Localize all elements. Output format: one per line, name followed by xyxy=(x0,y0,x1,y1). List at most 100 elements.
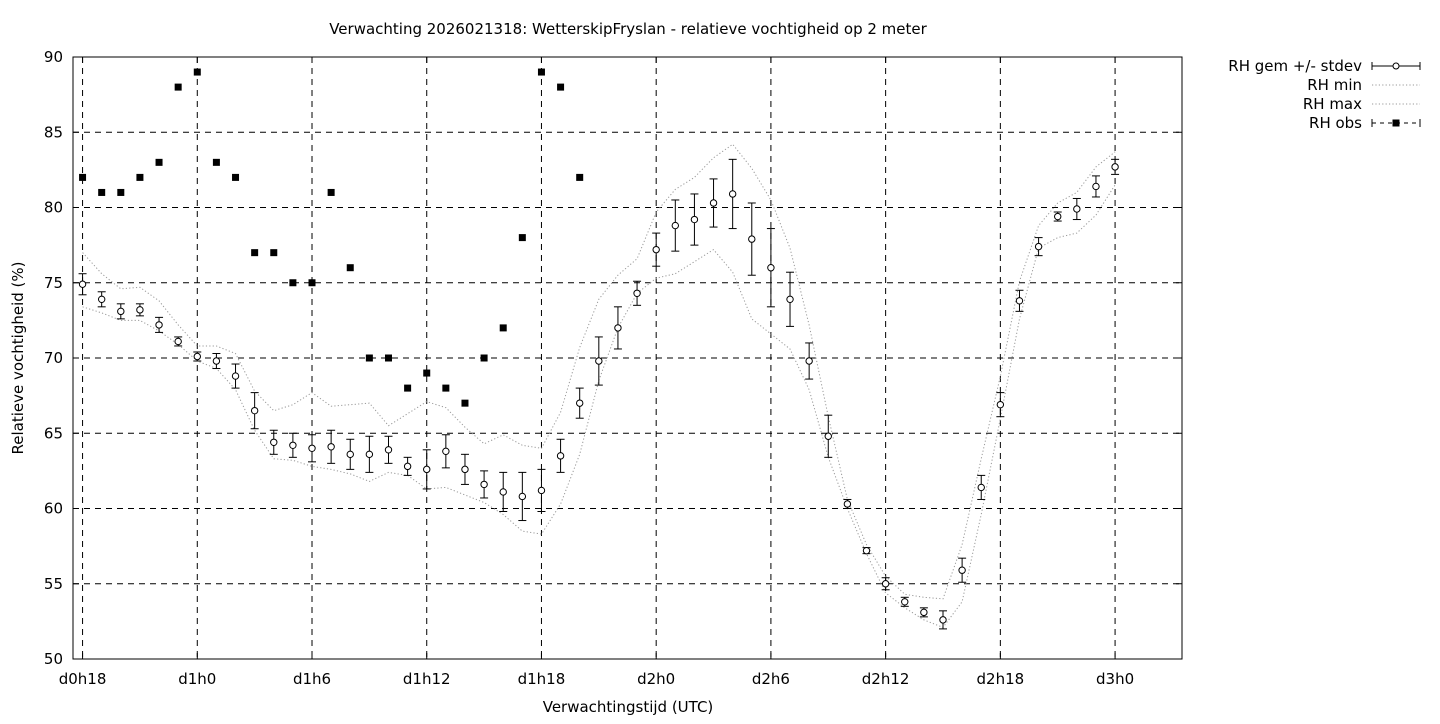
min-max-lines xyxy=(82,143,1116,629)
mean-point xyxy=(690,215,699,224)
mean-errorbar xyxy=(365,435,374,473)
mean-point xyxy=(403,462,412,471)
mean-point xyxy=(499,488,507,496)
mean-point xyxy=(1054,212,1062,221)
obs-point xyxy=(442,384,450,392)
obs-point xyxy=(557,83,565,91)
mean-point xyxy=(155,321,163,329)
mean-errorbar xyxy=(575,387,584,419)
mean-errorbar xyxy=(709,178,718,228)
legend-marker xyxy=(1392,62,1400,70)
mean-errorbar xyxy=(1034,237,1043,257)
mean-errorbar xyxy=(518,471,527,522)
mean-errorbar xyxy=(174,336,183,347)
mean-errorbar xyxy=(613,306,622,350)
mean-errorbar xyxy=(155,316,164,333)
mean-errorbar xyxy=(843,498,852,509)
mean-errorbar xyxy=(212,352,221,370)
rh-min-line xyxy=(82,184,1116,629)
obs-point xyxy=(518,234,526,242)
mean-point xyxy=(442,447,450,456)
mean-point xyxy=(212,357,221,365)
mean-point xyxy=(1015,297,1024,305)
y-tick-label: 80 xyxy=(44,199,63,217)
mean-errorbar xyxy=(97,291,106,308)
mean-point xyxy=(614,324,622,332)
mean-errorbar xyxy=(403,456,412,476)
x-axis-ticks: d0h18 d1h0 d1h6 d1h12 d1h18 d2h0 d2h6 d2h12 d2h1… xyxy=(59,57,1134,688)
y-axis-ticks: 50 55 60 65 70 75 80 85 90 xyxy=(44,48,1182,668)
y-tick-label: 50 xyxy=(44,650,63,668)
mean-errorbar xyxy=(384,435,393,464)
mean-point xyxy=(461,465,469,474)
chart-title: Verwachting 2026021318: WetterskipFrysla… xyxy=(329,20,927,38)
mean-errorbar xyxy=(116,303,125,320)
y-axis-label: Relatieve vochtigheid (%) xyxy=(9,261,27,454)
observation-points xyxy=(79,68,584,407)
mean-point xyxy=(346,450,354,459)
mean-errorbar xyxy=(900,596,909,607)
mean-point xyxy=(136,306,144,314)
mean-point xyxy=(996,400,1005,409)
mean-errorbar xyxy=(996,392,1005,418)
mean-point xyxy=(824,432,832,440)
mean-errorbar xyxy=(728,158,737,230)
mean-point xyxy=(1034,242,1043,251)
mean-errorbar xyxy=(862,546,871,555)
mean-errorbar xyxy=(499,471,508,513)
mean-errorbar xyxy=(919,607,928,618)
mean-errorbar xyxy=(250,392,259,430)
mean-errorbar xyxy=(269,429,278,455)
obs-point xyxy=(98,188,106,196)
mean-errorbar xyxy=(231,363,240,389)
obs-point xyxy=(576,173,584,181)
mean-errorbar xyxy=(135,303,144,317)
mean-point xyxy=(786,295,794,304)
mean-point xyxy=(671,221,680,230)
mean-point xyxy=(595,357,603,365)
obs-point xyxy=(193,68,201,76)
mean-errorbar xyxy=(690,193,699,246)
mean-point xyxy=(920,608,928,617)
mean-point xyxy=(805,357,813,365)
obs-point xyxy=(537,68,545,76)
obs-point xyxy=(136,173,144,181)
obs-point xyxy=(79,173,87,181)
mean-point xyxy=(174,337,182,346)
obs-point xyxy=(384,354,392,362)
mean-errorbar xyxy=(346,438,355,470)
mean-errorbar xyxy=(824,414,833,458)
obs-point xyxy=(404,384,412,392)
mean-errorbar xyxy=(1053,211,1062,222)
mean-errorbar xyxy=(556,438,565,473)
mean-point xyxy=(881,580,890,588)
mean-errorbar xyxy=(422,449,431,490)
mean-point xyxy=(633,289,641,297)
x-tick-label: d1h12 xyxy=(403,670,451,688)
mean-errorbar xyxy=(766,228,775,308)
obs-point xyxy=(346,264,354,272)
mean-errorbar xyxy=(1111,158,1120,175)
mean-errorbar xyxy=(805,342,814,380)
mean-errorbar xyxy=(958,557,967,583)
obs-point xyxy=(212,158,220,166)
obs-point xyxy=(327,188,335,196)
obs-point xyxy=(461,399,469,407)
mean-point xyxy=(901,598,909,606)
x-tick-label: d2h0 xyxy=(637,670,675,688)
mean-errorbar xyxy=(1091,175,1100,198)
mean-errorbar xyxy=(594,336,603,386)
grid-lines xyxy=(73,57,1182,659)
y-tick-label: 85 xyxy=(44,123,63,141)
y-tick-label: 55 xyxy=(44,575,63,593)
mean-point xyxy=(748,235,756,243)
x-tick-label: d3h0 xyxy=(1096,670,1134,688)
mean-point xyxy=(537,486,546,495)
legend-label: RH gem +/- stdev xyxy=(1228,57,1362,75)
mean-point xyxy=(384,446,393,454)
mean-point xyxy=(1111,163,1119,171)
mean-point xyxy=(556,452,565,460)
